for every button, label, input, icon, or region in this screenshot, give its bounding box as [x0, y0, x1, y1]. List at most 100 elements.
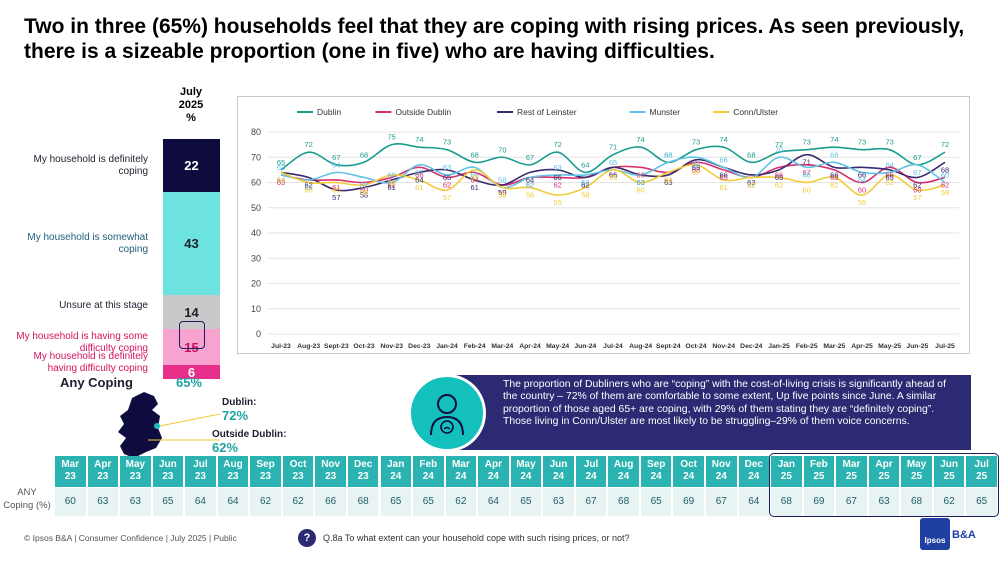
month-name: Jun: [159, 459, 177, 470]
x-tick-label: Feb-24: [464, 343, 486, 350]
bar-segment-value: 15: [184, 339, 199, 355]
data-label: 66: [609, 170, 617, 179]
ireland-map-icon: [118, 392, 220, 458]
worried-person-icon: [430, 394, 464, 436]
month-year: 25: [780, 471, 792, 482]
data-label: 74: [636, 135, 644, 144]
month-year: 25: [910, 471, 923, 482]
table-value-cell: 64: [478, 488, 509, 516]
table-value-cell: 64: [738, 488, 770, 516]
data-label: 55: [553, 198, 561, 207]
table-month-header: Sep 24: [640, 456, 672, 487]
x-tick-label: Apr-25: [851, 343, 873, 350]
data-label: 74: [719, 135, 727, 144]
data-label: 62: [747, 180, 755, 189]
data-label: 73: [692, 138, 700, 147]
data-label: 64: [885, 160, 893, 169]
x-tick-label: Aug-24: [629, 343, 652, 350]
month-year: 25: [943, 471, 955, 482]
data-label: 73: [885, 138, 893, 147]
x-tick-label: Aug-23: [297, 343, 320, 350]
x-tick-label: May-25: [878, 343, 901, 350]
data-label: 68: [664, 150, 672, 159]
data-label: 60: [913, 186, 921, 195]
data-label: 68: [664, 150, 672, 159]
data-label: 65: [470, 173, 478, 182]
chart-frame: [237, 96, 970, 354]
data-label: 65: [553, 173, 561, 182]
data-label: 63: [443, 163, 451, 172]
outside-dublin-value: 62%: [212, 440, 239, 455]
data-label: 62: [830, 180, 838, 189]
month-name: Nov: [321, 459, 341, 470]
ireland-shape: [118, 392, 162, 458]
month-name: Aug: [223, 459, 243, 470]
data-label: 58: [360, 191, 368, 200]
data-label: 63: [277, 178, 285, 187]
data-label: 67: [802, 168, 810, 177]
data-label: 63: [636, 178, 644, 187]
table-value-cell: 69: [803, 488, 835, 516]
data-label: 63: [664, 178, 672, 187]
data-label: 65: [609, 158, 617, 167]
data-label: 62: [304, 180, 312, 189]
month-name: May: [516, 459, 536, 470]
table-value-cell: 62: [445, 488, 477, 516]
table-value-cell: 67: [706, 488, 737, 516]
data-label: 63: [553, 163, 561, 172]
data-label: 64: [858, 175, 866, 184]
data-label: 63: [747, 178, 755, 187]
x-tick-label: Jul-24: [603, 343, 623, 350]
any-coping-label: Any Coping: [60, 375, 133, 390]
data-label: 59: [941, 188, 949, 197]
table-month-header: Mar 25: [836, 456, 867, 487]
month-year: 23: [194, 471, 206, 482]
data-label: 66: [775, 170, 783, 179]
x-tick-label: Mar-24: [491, 343, 513, 350]
bar-header-year: 2025: [178, 99, 204, 111]
data-label: 62: [747, 180, 755, 189]
data-label: 66: [802, 170, 810, 179]
data-label: 62: [360, 180, 368, 189]
table-month-header: Jan 24: [380, 456, 411, 487]
table-value-cell: 68: [608, 488, 639, 516]
table-value-cell: 64: [185, 488, 216, 516]
data-label: 62: [443, 180, 451, 189]
month-year: 24: [520, 471, 532, 482]
table-month-header: Nov 24: [706, 456, 737, 487]
data-label: 61: [719, 183, 727, 192]
month-year: 24: [552, 471, 565, 482]
month-name: Jul: [974, 459, 989, 470]
y-tick-label: 40: [251, 228, 261, 238]
series-line-conn-ulster: [280, 163, 946, 196]
x-tick-label: Dec-23: [408, 343, 431, 350]
data-label: 73: [443, 138, 451, 147]
data-label: 70: [498, 145, 506, 154]
month-year: 24: [715, 471, 727, 482]
legend-entry: Dublin: [317, 107, 341, 117]
month-name: Oct: [289, 459, 307, 470]
data-label: 70: [692, 160, 700, 169]
bar-segment-somewhat-coping: 43: [163, 192, 220, 295]
month-name: Apr: [94, 459, 112, 470]
month-name: Apr: [875, 459, 893, 470]
month-year: 23: [97, 471, 109, 482]
dublin-value: 72%: [222, 408, 249, 423]
month-year: 24: [748, 471, 760, 482]
data-label: 62: [387, 180, 395, 189]
data-label: 67: [332, 153, 340, 162]
data-label: 66: [609, 170, 617, 179]
month-year: 23: [325, 471, 337, 482]
data-label: 64: [581, 160, 589, 169]
table-value-cell: 65: [152, 488, 184, 516]
month-name: Jan: [387, 459, 405, 470]
month-year: 24: [455, 471, 467, 482]
data-label: 62: [553, 180, 561, 189]
table-month-header: Aug 23: [217, 456, 249, 487]
data-label: 61: [470, 183, 478, 192]
table-value-cell: 65: [413, 488, 444, 516]
month-name: Mar: [61, 459, 80, 470]
table-month-header: Jun 23: [152, 456, 184, 487]
legend-entry: Rest of Leinster: [517, 107, 577, 117]
table-month-header: Jul 24: [575, 456, 607, 487]
